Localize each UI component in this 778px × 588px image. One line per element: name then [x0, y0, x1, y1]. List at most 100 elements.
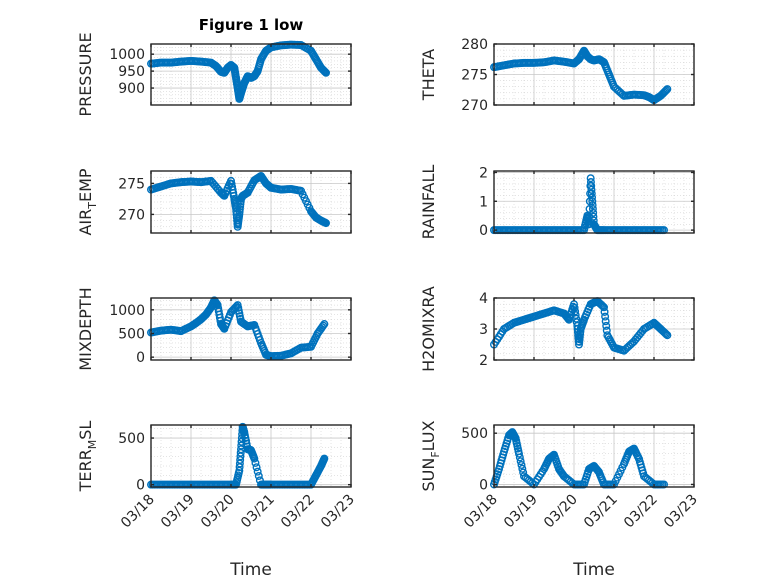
x-tick-label: 03/22: [621, 492, 661, 532]
data-point: [600, 303, 609, 312]
x-tick-label: 03/19: [158, 492, 198, 532]
data-series: [146, 171, 331, 231]
data-point: [587, 189, 596, 198]
subplot-h2omixra: 2 3 4 H2OMIXRA: [419, 286, 695, 372]
data-point: [587, 181, 596, 190]
y-axis-label: PRESSURE: [76, 32, 95, 116]
data-point: [319, 321, 328, 330]
data-point: [571, 311, 580, 320]
y-tick-label: 280: [461, 37, 488, 53]
data-point: [517, 460, 526, 469]
y-axis-label-main: TERR: [76, 449, 95, 492]
data-point: [251, 458, 260, 467]
x-tick-label: 03/21: [581, 492, 621, 532]
subplot-rainfall: 0 1 2 RAINFALL: [419, 165, 695, 240]
data-point: [588, 204, 597, 213]
subplot-terr: 0 500 TERRMSL 03/18 03/19 03/20 03/21 03/22 03/2…: [76, 421, 358, 532]
data-point: [572, 314, 581, 323]
x-axis-label-left: Time: [229, 560, 272, 580]
data-point: [662, 330, 671, 339]
axes-frame: [150, 43, 352, 106]
subplot-theta: 270 275 280 THETA: [419, 37, 695, 114]
axes-frame: [150, 297, 352, 361]
y-tick-label: 500: [118, 326, 145, 342]
y-axis-label: TERRMSL: [76, 421, 99, 493]
y-tick-label: 500: [461, 426, 488, 442]
x-tick-label: 03/21: [238, 492, 278, 532]
x-tick-label: 03/22: [278, 492, 318, 532]
y-axis-label-suffix: EMP: [76, 168, 95, 202]
figure-title: Figure 1 low: [199, 16, 304, 34]
y-tick-label: 0: [136, 478, 145, 494]
subplot-sun: 0 500 SUNFLUX 03/18 03/19 03/20 03/21 03/22 03/2…: [419, 420, 701, 531]
y-tick-label: 1000: [109, 303, 145, 319]
y-tick-label: 0: [136, 350, 145, 366]
data-point: [252, 463, 261, 472]
y-axis-label: RAINFALL: [419, 165, 438, 240]
x-tick-label: 03/20: [541, 492, 581, 532]
y-tick-label: 950: [118, 64, 145, 80]
data-point: [602, 321, 611, 330]
axes-frame: [493, 424, 695, 488]
y-axis-label: H2OMIXRA: [419, 286, 438, 372]
y-tick-label: 4: [479, 291, 488, 307]
y-tick-label: 275: [461, 68, 488, 84]
y-axis-label-subscript: M: [86, 440, 99, 450]
y-axis-label-suffix: LUX: [419, 420, 438, 451]
data-point: [570, 303, 579, 312]
y-axis-label: MIXDEPTH: [76, 287, 95, 370]
y-tick-label: 500: [118, 431, 145, 447]
data-series: [146, 422, 329, 489]
x-tick-label: 03/18: [461, 492, 501, 532]
y-tick-label: 2: [479, 353, 488, 369]
y-axis-label-main: AIR: [76, 209, 95, 236]
y-tick-label: 270: [118, 207, 145, 223]
y-tick-label: 270: [461, 98, 488, 114]
data-point: [320, 67, 329, 76]
data-point: [593, 466, 602, 475]
y-axis-label-suffix: SL: [76, 421, 95, 440]
y-tick-label: 2: [479, 165, 488, 181]
data-point: [321, 67, 330, 76]
subplot-mixdepth: 0 500 1000 MIXDEPTH: [76, 287, 352, 371]
data-series: [490, 46, 672, 105]
y-axis-label: SUNFLUX: [419, 420, 442, 491]
data-point: [322, 219, 331, 228]
data-point: [597, 301, 606, 310]
data-point: [515, 449, 524, 458]
axes-frame: [150, 170, 352, 234]
data-point: [515, 453, 524, 462]
data-point: [571, 307, 580, 316]
data-point: [661, 329, 670, 338]
data-point: [518, 464, 527, 473]
data-point: [564, 314, 573, 323]
data-point: [320, 320, 329, 329]
data-point: [601, 317, 610, 326]
data-point: [586, 174, 595, 183]
y-tick-label: 0: [479, 223, 488, 239]
data-series: [490, 297, 672, 355]
y-axis-label: THETA: [419, 49, 438, 101]
data-point: [236, 448, 245, 457]
data-point: [254, 471, 263, 480]
data-point: [663, 85, 672, 94]
data-point: [232, 302, 241, 311]
y-axis-label-subscript: T: [86, 202, 99, 210]
data-point: [516, 457, 525, 466]
data-point: [250, 454, 259, 463]
subplot-air: 270 275 AIRTEMP: [76, 168, 352, 236]
data-point: [662, 86, 671, 95]
x-tick-label: 03/18: [118, 492, 158, 532]
data-point: [588, 197, 597, 206]
x-tick-label: 03/20: [198, 492, 238, 532]
axes-frame: [493, 170, 695, 234]
y-tick-label: 3: [479, 322, 488, 338]
data-point: [253, 467, 262, 476]
data-point: [600, 307, 609, 316]
y-axis-label: AIRTEMP: [76, 168, 99, 235]
data-point: [588, 201, 597, 210]
data-point: [320, 454, 329, 463]
x-tick-label: 03/19: [501, 492, 541, 532]
